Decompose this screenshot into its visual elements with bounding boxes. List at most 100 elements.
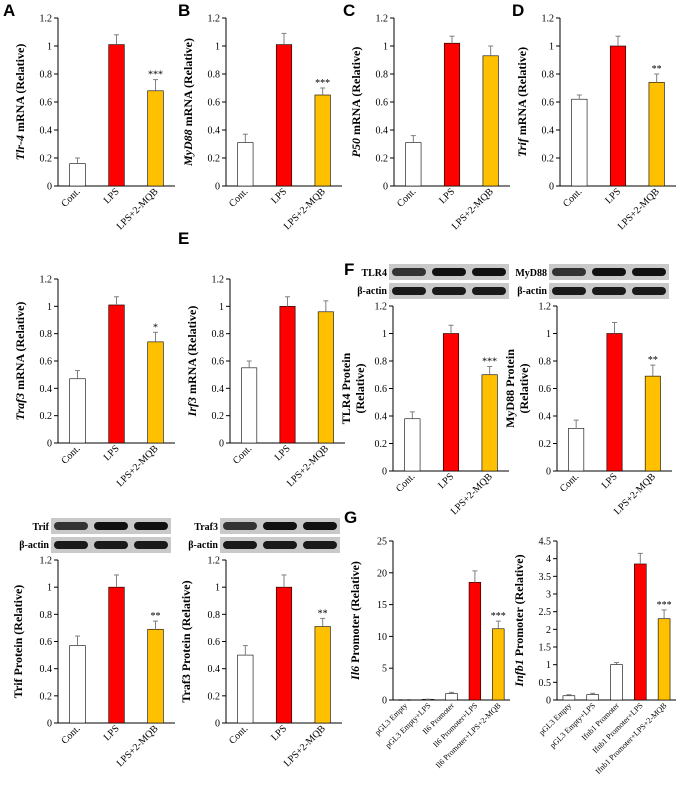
bar <box>571 98 588 187</box>
y-tick-label: 0.2 <box>208 154 221 165</box>
y-tick-label: 1 <box>219 302 224 313</box>
bar <box>108 586 125 724</box>
y-tick-label: 0.8 <box>212 329 225 340</box>
significance-marker: ** <box>151 611 161 622</box>
y-axis-label: Traf3 mRNA (Relative) <box>13 302 27 421</box>
y-axis-label-gene: Traf3 <box>13 393 27 421</box>
y-tick-label: 0.6 <box>208 637 221 648</box>
y-tick-label: 1.2 <box>539 302 552 313</box>
y-axis-label-unit: mRNA (Relative) <box>13 302 27 393</box>
y-tick-label: 1 <box>382 329 387 340</box>
x-category-label: LPS+2-MQB <box>450 186 496 232</box>
bar <box>586 694 599 701</box>
blot-band-actin <box>263 541 297 549</box>
blot-band-target <box>223 522 257 530</box>
bar <box>147 341 164 444</box>
bar <box>648 82 665 187</box>
bar <box>237 654 254 724</box>
y-tick-label: 1 <box>546 329 551 340</box>
blot-label-actin: β-actin <box>188 540 218 551</box>
x-category-label: LPS <box>102 723 122 743</box>
bar <box>405 142 422 187</box>
y-tick-label: 0.6 <box>375 384 388 395</box>
y-tick-label: 1 <box>47 302 52 313</box>
significance-marker: *** <box>148 70 163 81</box>
bar <box>492 628 505 701</box>
bar <box>237 142 254 187</box>
bar <box>562 695 576 701</box>
y-tick-label: 0 <box>546 696 551 707</box>
y-tick-label: 15 <box>377 600 387 611</box>
panel-letter: C <box>343 1 355 20</box>
y-tick-label: 0.6 <box>40 357 53 368</box>
y-tick-label: 0.4 <box>208 126 221 137</box>
x-category-label: LPS+2-MQB <box>115 186 161 232</box>
y-tick-label: 0 <box>382 696 387 707</box>
bar <box>69 645 86 724</box>
y-tick-label: 1.2 <box>542 14 555 25</box>
bar <box>481 374 498 472</box>
y-tick-label: 0.6 <box>376 98 389 109</box>
y-tick-label: 1.2 <box>40 14 53 25</box>
x-category-label: LPS+2-MQB <box>115 723 161 769</box>
x-category-label: Cont. <box>227 186 250 209</box>
y-tick-label: 0.4 <box>539 412 552 423</box>
blot-band-target <box>552 268 586 276</box>
panel-letter: B <box>178 1 190 20</box>
x-category-label: LPS <box>102 186 122 206</box>
bar <box>279 306 296 444</box>
bar <box>314 94 331 187</box>
y-tick-label: 1.2 <box>212 275 225 286</box>
x-category-label: LPS+2-MQB <box>449 471 495 517</box>
y-tick-label: 0.8 <box>40 610 53 621</box>
y-tick-label: 0 <box>215 182 220 193</box>
panel-letter: A <box>3 1 15 20</box>
y-tick-label: 0.6 <box>40 637 53 648</box>
blot-band-actin <box>632 287 666 295</box>
bar <box>568 428 585 472</box>
blot-label-target: MyD88 <box>515 268 547 279</box>
y-axis-label: (Relative) <box>517 364 531 414</box>
y-tick-label: 0.2 <box>375 439 388 450</box>
chart-panel: D 0 0.2 0.4 0.6 0.8 1 1.2 Cont. LPS ** LPS+2-MQB Tri… <box>512 1 676 232</box>
y-tick-label: 1 <box>47 42 52 53</box>
y-tick-label: 0 <box>47 439 52 450</box>
bar <box>404 418 421 472</box>
significance-marker: *** <box>657 600 672 611</box>
blot-band-actin <box>94 541 128 549</box>
significance-marker: * <box>153 322 158 333</box>
y-tick-label: 1 <box>47 583 52 594</box>
blot-band-actin <box>392 287 426 295</box>
bar <box>609 45 627 187</box>
x-category-label: Cont. <box>558 471 581 494</box>
y-axis-label: Traf3 Protein (Relative) <box>179 580 193 702</box>
y-tick-label: 0 <box>382 467 387 478</box>
blot-band-actin <box>432 287 466 295</box>
y-axis-label: Trif mRNA (Relative) <box>515 47 529 157</box>
y-tick-label: 0.2 <box>376 154 389 165</box>
x-category-label: LPS+2-MQB <box>616 186 662 232</box>
y-tick-label: 0.4 <box>208 664 221 675</box>
blot-band-target <box>263 522 297 530</box>
blot-label-target: TLR4 <box>361 268 387 279</box>
y-tick-label: 2.5 <box>539 607 552 618</box>
y-tick-label: 25 <box>377 537 387 548</box>
y-tick-label: 0.2 <box>212 411 225 422</box>
blot-label-actin: β-actin <box>517 286 547 297</box>
bar <box>644 375 661 472</box>
y-axis-label: Il6 Promoter (Relative) <box>348 561 362 681</box>
y-axis-label-unit: mRNA (Relative) <box>181 38 195 129</box>
y-tick-label: 4 <box>546 554 551 565</box>
y-tick-label: 0 <box>47 182 52 193</box>
y-axis-label-gene: Trif <box>515 137 529 157</box>
y-axis-label-gene: Irf3 <box>185 397 199 417</box>
blot-band-actin <box>54 541 88 549</box>
panel-letter: F <box>344 260 354 279</box>
y-tick-label: 1 <box>549 42 554 53</box>
chart-panel: A 0 0.2 0.4 0.6 0.8 1 1.2 Cont. LPS *** LPS+2-MQB Tl… <box>3 1 175 232</box>
blot-band-actin <box>303 541 337 549</box>
y-tick-label: 0.8 <box>376 70 389 81</box>
bar <box>442 333 460 472</box>
